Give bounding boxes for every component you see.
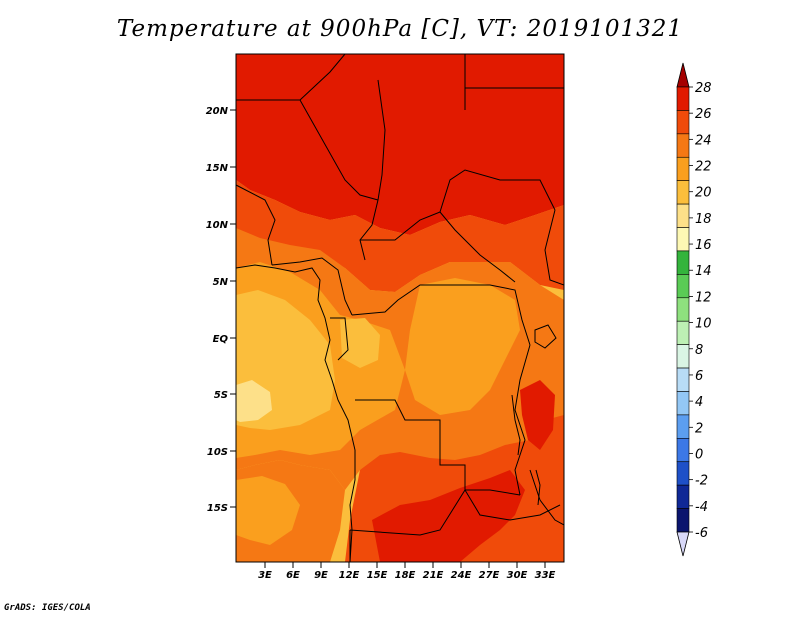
border-mozambique bbox=[529, 469, 564, 526]
colorbar-label: 22 bbox=[695, 160, 712, 175]
lake-malawi bbox=[535, 469, 541, 506]
colorbar-box bbox=[676, 297, 690, 322]
colorbar-box bbox=[676, 367, 690, 392]
field-east-26 bbox=[520, 380, 555, 450]
lon-label: 15E bbox=[367, 570, 388, 581]
lat-label: 10N bbox=[206, 220, 229, 231]
grads-credit: GrADS: IGES/COLA bbox=[4, 603, 91, 613]
longitude-axis: 3E 6E 9E 12E 15E 18E 21E 24E 27E 30E 33E bbox=[258, 562, 556, 581]
colorbar-label: 2 bbox=[695, 421, 703, 436]
colorbar-label: 20 bbox=[695, 186, 712, 201]
lon-label: 33E bbox=[535, 570, 556, 581]
border-east bbox=[544, 209, 564, 286]
colorbar-label: 8 bbox=[695, 343, 703, 358]
border-angola bbox=[355, 399, 466, 490]
lat-label: 15S bbox=[207, 503, 228, 514]
colorbar-label: 10 bbox=[695, 317, 712, 332]
lon-label: 24E bbox=[451, 570, 472, 581]
lat-label: 5N bbox=[213, 277, 229, 288]
border-drc-east bbox=[514, 344, 531, 496]
colorbar-box bbox=[676, 133, 690, 158]
border-libya bbox=[236, 54, 346, 101]
lon-label: 9E bbox=[314, 570, 328, 581]
colorbar-box bbox=[676, 86, 690, 111]
lat-label: EQ bbox=[213, 334, 229, 345]
lake-victoria bbox=[534, 324, 557, 349]
colorbar-box bbox=[676, 250, 690, 275]
field-north-26 bbox=[236, 54, 564, 235]
colorbar-box bbox=[676, 274, 690, 299]
colorbar-under-triangle bbox=[676, 531, 690, 557]
lon-label: 6E bbox=[286, 570, 300, 581]
colorbar-label: 6 bbox=[695, 369, 703, 384]
map-title: Temperature at 900hPa [C], VT: 201910132… bbox=[116, 16, 684, 42]
lon-label: 27E bbox=[479, 570, 500, 581]
colorbar-box bbox=[676, 180, 690, 205]
lat-label: 5S bbox=[214, 390, 228, 401]
colorbar-label: 28 bbox=[695, 81, 712, 96]
lon-label: 18E bbox=[395, 570, 416, 581]
lat-label: 10S bbox=[207, 447, 228, 458]
border-nigeria bbox=[236, 184, 276, 266]
colorbar-box bbox=[676, 438, 690, 463]
border-sudan-ss bbox=[439, 169, 556, 213]
colorbar-box bbox=[676, 391, 690, 416]
colorbar-box bbox=[676, 203, 690, 228]
colorbar-box bbox=[676, 227, 690, 252]
colorbar-box bbox=[676, 344, 690, 369]
lon-label: 21E bbox=[423, 570, 444, 581]
border-chad-niger bbox=[299, 99, 379, 201]
border-zambia bbox=[464, 489, 561, 521]
colorbar-label: 0 bbox=[695, 447, 703, 462]
colorbar-label: 18 bbox=[695, 212, 712, 227]
colorbar-label: 26 bbox=[695, 107, 712, 122]
colorbar-label: 14 bbox=[695, 264, 712, 279]
colorbar-box bbox=[676, 320, 690, 345]
colorbar-label: 16 bbox=[695, 238, 712, 253]
border-gabon bbox=[330, 317, 349, 361]
colorbar-box bbox=[676, 156, 690, 181]
lon-label: 3E bbox=[258, 570, 272, 581]
colorbar-label: -6 bbox=[695, 526, 708, 541]
field-center-20 bbox=[405, 278, 520, 415]
lat-label: 20N bbox=[206, 106, 229, 117]
colorbar-label: 4 bbox=[695, 395, 703, 410]
coastline bbox=[236, 264, 356, 562]
colorbar-label: 24 bbox=[695, 133, 712, 148]
country-borders bbox=[236, 54, 564, 562]
colorbar-label: -4 bbox=[695, 500, 708, 515]
lake-tanganyika bbox=[511, 394, 521, 456]
field-gabon-18 bbox=[340, 318, 380, 368]
lat-label: 15N bbox=[206, 163, 229, 174]
colorbar-box bbox=[676, 461, 690, 486]
latitude-axis: 20N 15N 10N 5N EQ 5S 10S 15S bbox=[206, 106, 236, 514]
field-coast-16 bbox=[236, 380, 272, 422]
border-car bbox=[360, 211, 516, 283]
colorbar-box bbox=[676, 508, 690, 533]
border-cameroon bbox=[271, 257, 353, 316]
map-frame bbox=[235, 53, 565, 563]
lon-label: 12E bbox=[339, 570, 360, 581]
colorbar-label: 12 bbox=[695, 290, 712, 305]
lon-label: 30E bbox=[507, 570, 528, 581]
colorbar-box bbox=[676, 110, 690, 135]
colorbar-box bbox=[676, 484, 690, 509]
colorbar-box bbox=[676, 414, 690, 439]
colorbar-label: -2 bbox=[695, 474, 708, 489]
border-angola-south bbox=[349, 489, 521, 536]
border-congo bbox=[351, 284, 531, 346]
temperature-field bbox=[236, 54, 564, 562]
colorbar-over-triangle bbox=[676, 62, 690, 88]
field-sw-20 bbox=[236, 476, 300, 545]
